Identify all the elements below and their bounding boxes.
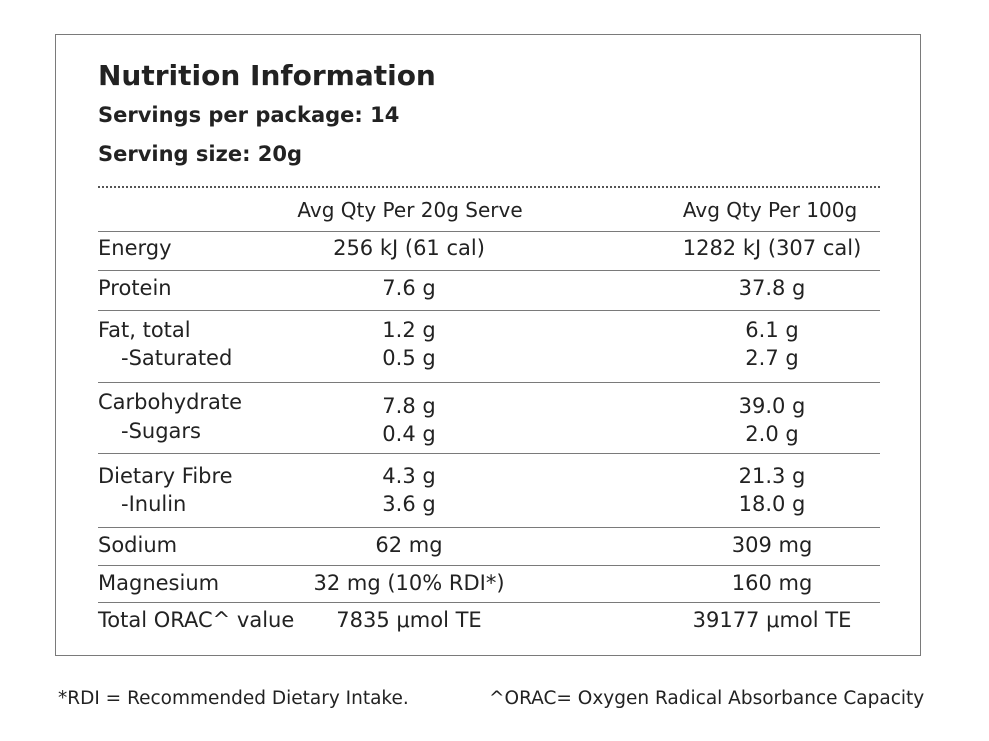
per-100g-value: 37.8 g [738,276,806,300]
per-serve-value: 7835 μmol TE [336,608,482,632]
per-serve-value: 3.6 g [382,492,436,516]
row-sublabel: -Inulin [121,492,187,516]
row-label: Total ORAC^ value [98,608,295,632]
panel-title: Nutrition Information [98,59,436,92]
per-100g-value: 1282 kJ (307 cal) [682,236,862,260]
per-serve-value: 7.6 g [382,276,436,300]
row-label: Sodium [98,533,178,557]
per-serve-value: 1.2 g [382,318,436,342]
row-divider [98,602,880,603]
header-divider [98,231,880,232]
row-sublabel: -Saturated [121,346,233,370]
servings-per-package: Servings per package: 14 [98,103,400,127]
per-serve-value: 32 mg (10% RDI*) [313,571,505,595]
row-label: Magnesium [98,571,220,595]
per-100g-value: 39177 μmol TE [692,608,852,632]
footnote-rdi: *RDI = Recommended Dietary Intake. [58,688,409,709]
per-serve-value: 0.5 g [382,346,436,370]
row-label: Energy [98,236,172,260]
per-serve-value: 0.4 g [382,422,436,446]
per-100g-value: 18.0 g [738,492,806,516]
per-100g-value: 21.3 g [738,464,806,488]
per-serve-value: 256 kJ (61 cal) [333,236,485,260]
per-serve-value: 7.8 g [382,394,436,418]
per-serve-value: 62 mg [375,533,443,557]
row-divider [98,565,880,566]
per-100g-value: 2.0 g [745,422,799,446]
footnote-orac: ^ORAC= Oxygen Radical Absorbance Capacit… [489,688,925,709]
row-divider [98,270,880,271]
row-sublabel: -Sugars [121,419,201,443]
column-header-per-100g: Avg Qty Per 100g [682,198,858,222]
row-label: Protein [98,276,172,300]
per-100g-value: 160 mg [731,571,813,595]
serving-size: Serving size: 20g [98,142,303,166]
per-serve-value: 4.3 g [382,464,436,488]
column-header-per-serve: Avg Qty Per 20g Serve [297,198,523,222]
row-divider [98,453,880,454]
row-label: Dietary Fibre [98,464,233,488]
row-divider [98,310,880,311]
per-100g-value: 309 mg [731,533,813,557]
row-label: Fat, total [98,318,191,342]
per-100g-value: 39.0 g [738,394,806,418]
row-divider [98,527,880,528]
nutrition-panel: Nutrition Information Servings per packa… [55,34,921,656]
dotted-divider [98,186,880,188]
row-divider [98,382,880,383]
per-100g-value: 6.1 g [745,318,799,342]
row-label: Carbohydrate [98,390,243,414]
per-100g-value: 2.7 g [745,346,799,370]
